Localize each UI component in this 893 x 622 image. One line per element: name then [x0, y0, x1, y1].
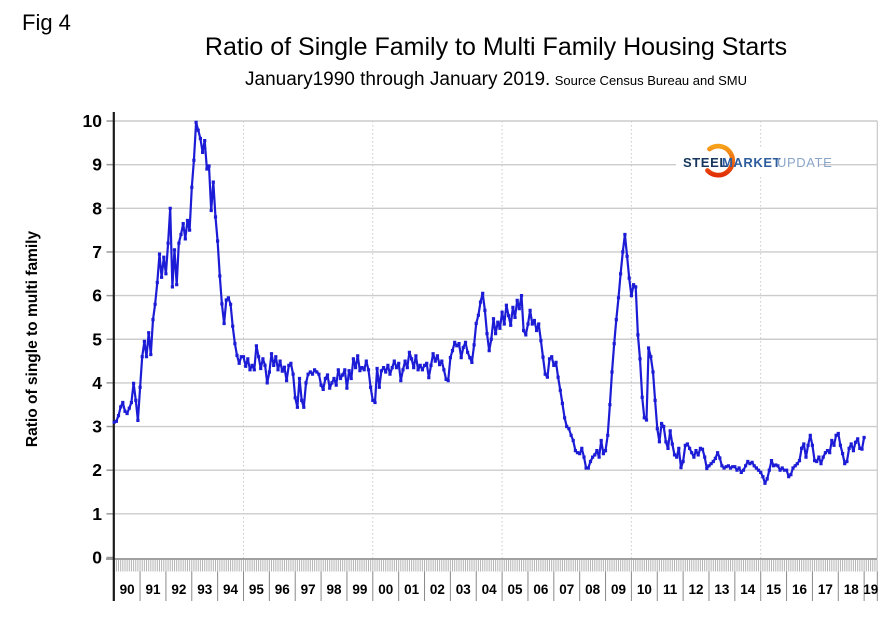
x-tick-label: 04: [482, 582, 498, 597]
logo-word-market: MARKET: [722, 155, 782, 170]
x-tick-label: 17: [818, 582, 833, 597]
y-tick-label: 4: [92, 373, 102, 393]
chart-subtitle: January1990 through January 2019. Source…: [114, 69, 878, 91]
logo-swoosh-icon: [705, 143, 735, 178]
chart-subtitle-range: January1990 through January 2019.: [245, 69, 551, 90]
logo-word-update: UPDATE: [777, 155, 833, 170]
y-tick-label: 2: [92, 460, 102, 480]
x-tick-label: 06: [533, 582, 549, 597]
x-tick-label: 02: [430, 582, 445, 597]
y-axis-title: Ratio of single to multi family: [24, 230, 41, 448]
x-tick-label: 10: [637, 582, 652, 597]
y-tick-label: 8: [92, 198, 102, 218]
x-tick-label: 19: [863, 582, 878, 597]
y-tick-label: 3: [92, 417, 102, 437]
x-tick-label: 01: [404, 582, 420, 597]
x-tick-label: 97: [301, 582, 316, 597]
chart-title: Ratio of Single Family to Multi Family H…: [204, 33, 788, 61]
x-tick-label: 07: [559, 582, 574, 597]
y-tick-label: 0: [92, 548, 102, 568]
y-tick-label: 10: [83, 111, 103, 131]
x-tick-label: 18: [844, 582, 860, 597]
x-tick-label: 15: [766, 582, 782, 597]
x-tick-label: 99: [352, 582, 367, 597]
x-tick-label: 95: [249, 582, 265, 597]
y-tick-label: 9: [92, 155, 102, 175]
x-tick-label: 03: [456, 582, 472, 597]
figure-number-label: Fig 4: [22, 10, 71, 35]
x-tick-label: 92: [171, 582, 186, 597]
x-tick-label: 98: [326, 582, 342, 597]
y-tick-label: 7: [92, 242, 102, 262]
x-tick-label: 12: [689, 582, 704, 597]
data-line-sf-mf-ratio: [113, 121, 866, 485]
chart-source-note: Source Census Bureau and SMU: [554, 73, 747, 88]
x-tick-label: 00: [378, 582, 393, 597]
logo-word-steel: STEEL: [683, 155, 728, 170]
x-tick-label: 08: [585, 582, 601, 597]
x-tick-label: 09: [611, 582, 626, 597]
y-tick-label: 5: [92, 329, 102, 349]
steel-market-update-logo: STEEL MARKET UPDATE: [676, 143, 832, 178]
x-tick-label: 13: [714, 582, 730, 597]
x-tick-label: 93: [197, 582, 213, 597]
y-tick-label: 6: [92, 286, 102, 306]
y-tick-label: 1: [92, 504, 102, 524]
x-tick-label: 14: [740, 582, 756, 597]
x-tick-label: 96: [275, 582, 291, 597]
x-tick-label: 11: [663, 582, 678, 597]
x-tick-label: 91: [145, 582, 161, 597]
x-tick-label: 05: [508, 582, 524, 597]
x-tick-label: 94: [223, 582, 239, 597]
x-tick-label: 90: [120, 582, 135, 597]
x-tick-label: 16: [792, 582, 808, 597]
